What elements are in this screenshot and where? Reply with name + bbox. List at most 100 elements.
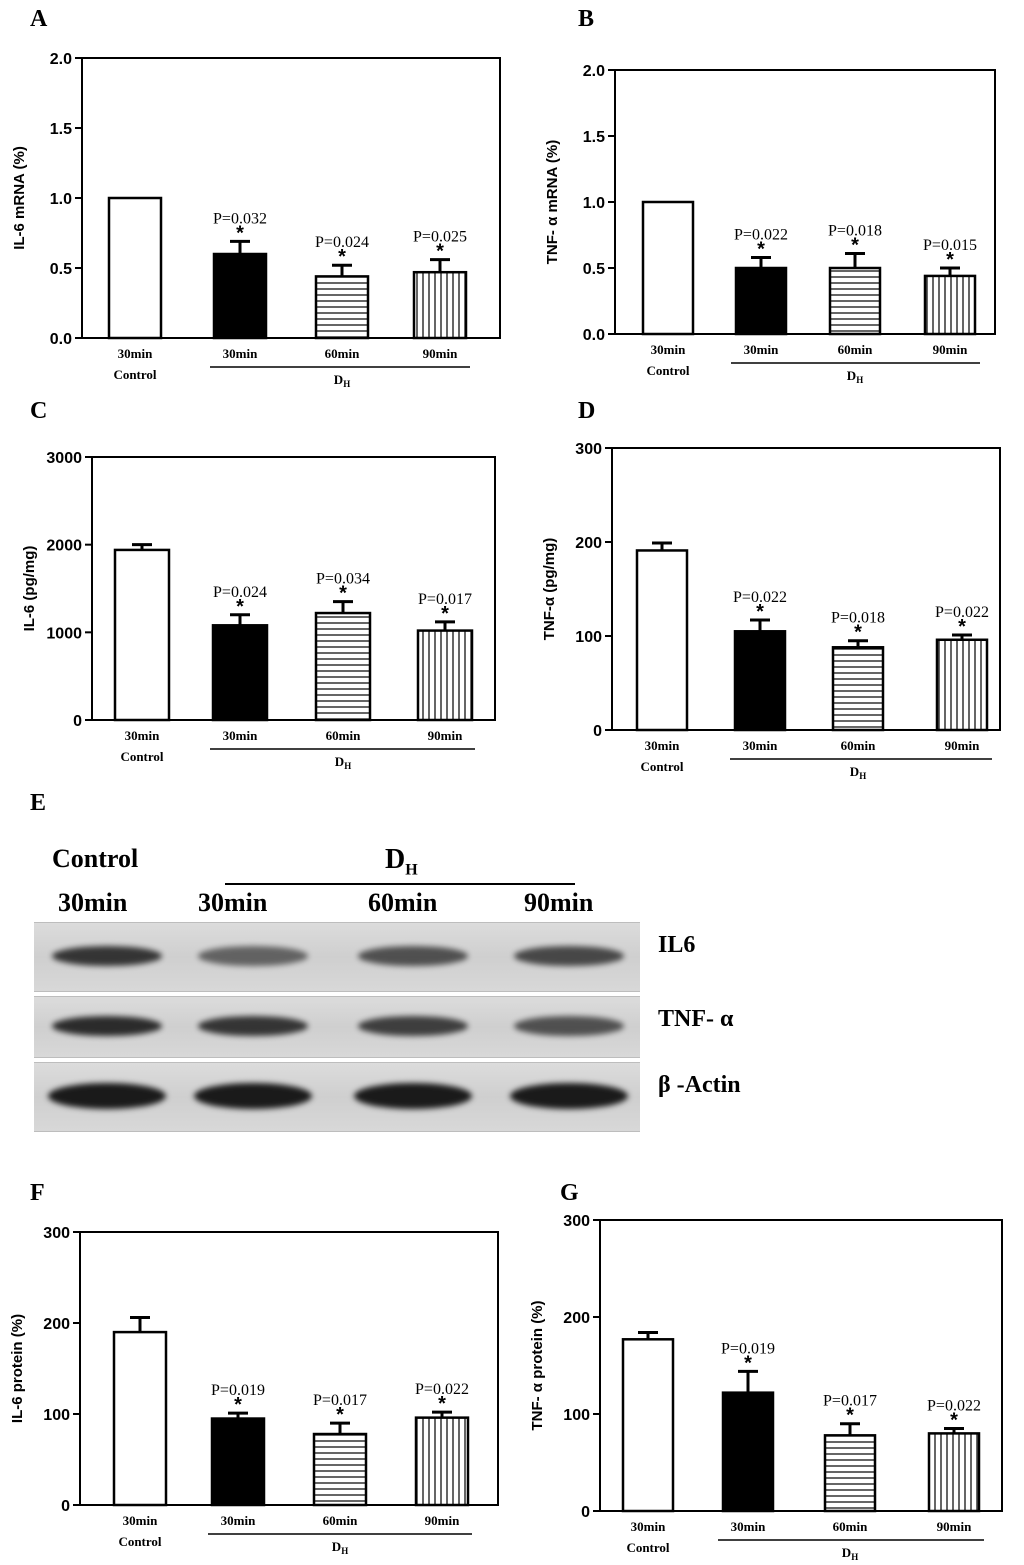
y-tick-label: 100 bbox=[575, 629, 602, 646]
x-tick-label: 90min bbox=[425, 1513, 460, 1528]
control-group-label: Control bbox=[640, 759, 683, 774]
blot-dh-text: D bbox=[385, 844, 406, 875]
bar bbox=[721, 1391, 775, 1513]
y-axis-label: IL-6 (pg/mg) bbox=[21, 546, 38, 632]
bar bbox=[635, 549, 689, 732]
bar bbox=[641, 200, 695, 336]
panel-letter-b: B bbox=[578, 6, 595, 32]
blot-row-label: β -Actin bbox=[658, 1072, 741, 1098]
p-value-label: P=0.022 bbox=[927, 1398, 981, 1415]
blot-band bbox=[198, 946, 308, 966]
x-tick-label: 30min bbox=[221, 1513, 256, 1528]
y-tick-label: 100 bbox=[43, 1407, 70, 1424]
bar bbox=[314, 611, 372, 722]
p-value-label: P=0.019 bbox=[211, 1382, 265, 1399]
x-tick-label: 60min bbox=[325, 346, 360, 361]
chart-tnf-mrna: TNF- α mRNA (%)0.00.51.01.52.030min*P=0.… bbox=[544, 63, 996, 385]
x-tick-label: 30min bbox=[631, 1519, 666, 1534]
significance-star: * bbox=[441, 603, 449, 625]
bar bbox=[733, 630, 787, 732]
significance-star: * bbox=[236, 596, 244, 618]
x-tick-label: 90min bbox=[933, 342, 968, 357]
bar bbox=[312, 1432, 368, 1507]
blot-band bbox=[514, 946, 624, 966]
bar bbox=[113, 548, 171, 722]
y-axis-label: TNF-α (pg/mg) bbox=[541, 538, 558, 641]
bar bbox=[112, 1330, 168, 1507]
blot-band bbox=[358, 946, 468, 966]
x-tick-label: 60min bbox=[326, 728, 361, 743]
p-value-label: P=0.018 bbox=[828, 222, 882, 239]
significance-star: * bbox=[234, 1394, 242, 1416]
plot-frame bbox=[599, 1219, 1003, 1512]
p-value-label: P=0.032 bbox=[213, 210, 267, 227]
blot-band bbox=[48, 1083, 166, 1109]
significance-star: * bbox=[854, 622, 862, 644]
chart-il6-protein: IL-6 protein (%)010020030030min*P=0.0193… bbox=[9, 1225, 499, 1556]
significance-star: * bbox=[946, 249, 954, 271]
y-tick-label: 0 bbox=[61, 1498, 70, 1515]
chart-tnf-pgmg: TNF-α (pg/mg)010020030030min*P=0.02230mi… bbox=[541, 441, 1001, 781]
panel-letter-c: C bbox=[30, 398, 48, 424]
dh-group-subscript: H bbox=[856, 375, 863, 385]
y-tick-label: 100 bbox=[563, 1407, 590, 1424]
blot-time-3: 60min bbox=[368, 888, 438, 917]
significance-star: * bbox=[436, 241, 444, 263]
dh-group-subscript: H bbox=[344, 761, 351, 771]
significance-star: * bbox=[336, 1404, 344, 1426]
x-tick-label: 60min bbox=[838, 342, 873, 357]
blot-time-4: 90min bbox=[524, 888, 594, 917]
bar bbox=[823, 1434, 877, 1513]
significance-star: * bbox=[851, 234, 859, 256]
dh-group-subscript: H bbox=[851, 1552, 858, 1562]
panel-letter-f: F bbox=[30, 1180, 45, 1206]
blot-time-1: 30min bbox=[58, 888, 128, 917]
control-group-label: Control bbox=[120, 749, 163, 764]
p-value-label: P=0.024 bbox=[213, 584, 267, 601]
x-tick-label: 30min bbox=[223, 728, 258, 743]
control-group-label: Control bbox=[118, 1534, 161, 1549]
bar bbox=[414, 1416, 470, 1507]
p-value-label: P=0.025 bbox=[413, 229, 467, 246]
y-tick-label: 0.0 bbox=[50, 331, 72, 348]
bar bbox=[621, 1338, 675, 1513]
y-tick-label: 0.5 bbox=[583, 261, 605, 278]
x-tick-label: 90min bbox=[937, 1519, 972, 1534]
control-group-label: Control bbox=[646, 363, 689, 378]
western-blot-panel: Control DH 30min 30min 60min 90min IL6 TN… bbox=[30, 840, 820, 1140]
p-value-label: P=0.034 bbox=[316, 571, 370, 588]
p-value-label: P=0.017 bbox=[823, 1393, 877, 1410]
significance-star: * bbox=[338, 246, 346, 268]
x-tick-label: 60min bbox=[833, 1519, 868, 1534]
p-value-label: P=0.017 bbox=[418, 591, 472, 608]
bar bbox=[210, 1417, 266, 1507]
dh-group-label: DH bbox=[850, 764, 866, 781]
panel-letter-g: G bbox=[560, 1180, 579, 1206]
blot-band bbox=[510, 1083, 628, 1109]
panel-letter-d: D bbox=[578, 398, 596, 424]
significance-star: * bbox=[744, 1352, 752, 1374]
x-tick-label: 90min bbox=[428, 728, 463, 743]
y-axis-label: IL-6 mRNA (%) bbox=[11, 146, 28, 250]
x-tick-label: 90min bbox=[945, 738, 980, 753]
x-tick-label: 30min bbox=[645, 738, 680, 753]
dh-group-subscript: H bbox=[343, 379, 350, 389]
dh-group-label: DH bbox=[847, 368, 863, 385]
bar bbox=[828, 266, 882, 336]
dh-group-label: DH bbox=[335, 754, 351, 771]
x-tick-label: 30min bbox=[123, 1513, 158, 1528]
control-group-label: Control bbox=[626, 1540, 669, 1555]
bar bbox=[412, 270, 468, 340]
control-group-label: Control bbox=[113, 367, 156, 382]
x-tick-label: 30min bbox=[731, 1519, 766, 1534]
x-tick-label: 30min bbox=[743, 738, 778, 753]
blot-band bbox=[52, 1016, 162, 1036]
p-value-label: P=0.015 bbox=[923, 237, 977, 254]
x-tick-label: 30min bbox=[744, 342, 779, 357]
dh-group-label: DH bbox=[332, 1539, 348, 1556]
y-tick-label: 300 bbox=[563, 1213, 590, 1230]
y-tick-label: 200 bbox=[43, 1316, 70, 1333]
y-tick-label: 200 bbox=[575, 535, 602, 552]
blot-band bbox=[358, 1016, 468, 1036]
bar bbox=[935, 638, 989, 732]
